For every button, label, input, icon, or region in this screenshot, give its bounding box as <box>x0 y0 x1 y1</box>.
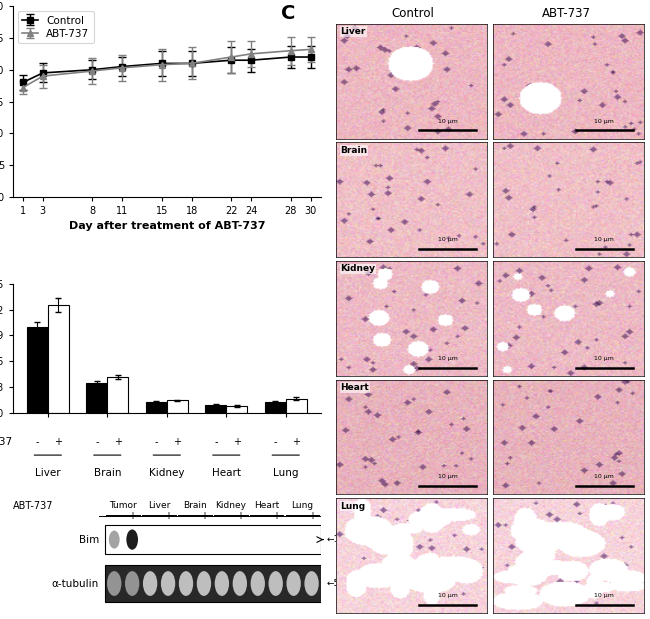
Text: Brain: Brain <box>341 146 368 155</box>
Text: -: - <box>112 511 116 521</box>
Text: 10 μm: 10 μm <box>594 474 614 479</box>
Text: +: + <box>292 437 300 447</box>
Ellipse shape <box>126 529 138 550</box>
Text: +: + <box>128 511 136 521</box>
Text: -: - <box>148 511 152 521</box>
Text: ←50kDa: ←50kDa <box>327 579 363 588</box>
Text: ABT-737: ABT-737 <box>542 7 591 20</box>
Text: 10 μm: 10 μm <box>437 119 458 124</box>
Text: 10 μm: 10 μm <box>437 474 458 479</box>
Ellipse shape <box>107 571 122 596</box>
Bar <box>48 305 69 413</box>
Text: +: + <box>236 511 244 521</box>
Text: 10 μm: 10 μm <box>594 237 614 242</box>
Ellipse shape <box>143 571 157 596</box>
Ellipse shape <box>287 571 301 596</box>
Text: -: - <box>214 437 218 447</box>
Bar <box>265 402 286 413</box>
Text: Brain: Brain <box>94 468 121 478</box>
Text: 10 μm: 10 μm <box>594 356 614 361</box>
Text: α-tubulin: α-tubulin <box>52 579 99 589</box>
Bar <box>226 405 247 413</box>
Text: C: C <box>281 4 295 22</box>
Text: +: + <box>164 511 172 521</box>
Text: Brain: Brain <box>183 501 207 510</box>
Ellipse shape <box>179 571 193 596</box>
Ellipse shape <box>233 571 247 596</box>
Text: Kidney: Kidney <box>215 501 246 510</box>
Text: -: - <box>292 511 295 521</box>
Text: Kidney: Kidney <box>341 264 376 274</box>
Ellipse shape <box>214 571 229 596</box>
Ellipse shape <box>109 530 120 548</box>
Ellipse shape <box>197 571 211 596</box>
Text: -: - <box>220 511 224 521</box>
Text: Heart: Heart <box>254 501 280 510</box>
Text: +: + <box>173 437 181 447</box>
Text: Liver: Liver <box>148 501 170 510</box>
Text: 10 μm: 10 μm <box>594 119 614 124</box>
Bar <box>105 566 320 602</box>
Bar <box>146 402 167 413</box>
Text: ABT-737: ABT-737 <box>0 437 13 447</box>
Text: ←15kDa: ←15kDa <box>327 535 363 544</box>
Text: -: - <box>256 511 259 521</box>
Legend: Control, ABT-737: Control, ABT-737 <box>18 11 94 43</box>
Text: Heart: Heart <box>212 468 240 478</box>
Text: -: - <box>95 437 99 447</box>
Text: +: + <box>200 511 208 521</box>
Text: ABT-737: ABT-737 <box>13 501 53 511</box>
Text: +: + <box>307 511 316 521</box>
Ellipse shape <box>161 571 176 596</box>
Bar <box>167 400 188 413</box>
Text: Liver: Liver <box>35 468 60 478</box>
Text: +: + <box>114 437 122 447</box>
Ellipse shape <box>268 571 283 596</box>
Bar <box>86 383 107 413</box>
Text: 10 μm: 10 μm <box>437 593 458 598</box>
Text: -: - <box>36 437 39 447</box>
Text: +: + <box>272 511 280 521</box>
Text: Lung: Lung <box>273 468 298 478</box>
Ellipse shape <box>251 571 265 596</box>
Text: Heart: Heart <box>341 383 369 392</box>
Bar <box>105 525 320 554</box>
Bar <box>107 377 128 413</box>
Text: 10 μm: 10 μm <box>437 237 458 242</box>
Bar <box>27 327 48 413</box>
Bar <box>286 399 307 413</box>
Text: -: - <box>155 437 158 447</box>
Text: Lung: Lung <box>341 501 365 511</box>
Text: Kidney: Kidney <box>149 468 185 478</box>
Text: Bim: Bim <box>79 535 99 545</box>
Text: Tumor: Tumor <box>109 501 137 510</box>
Bar <box>205 405 226 413</box>
Text: 10 μm: 10 μm <box>594 593 614 598</box>
Ellipse shape <box>304 571 318 596</box>
Text: +: + <box>54 437 62 447</box>
Text: -: - <box>184 511 188 521</box>
X-axis label: Day after treatment of ABT-737: Day after treatment of ABT-737 <box>68 222 265 232</box>
Text: 10 μm: 10 μm <box>437 356 458 361</box>
Text: Liver: Liver <box>341 27 366 37</box>
Text: -: - <box>274 437 277 447</box>
Text: +: + <box>233 437 240 447</box>
Text: Control: Control <box>391 7 434 20</box>
Text: Lung: Lung <box>292 501 314 510</box>
Ellipse shape <box>125 571 139 596</box>
